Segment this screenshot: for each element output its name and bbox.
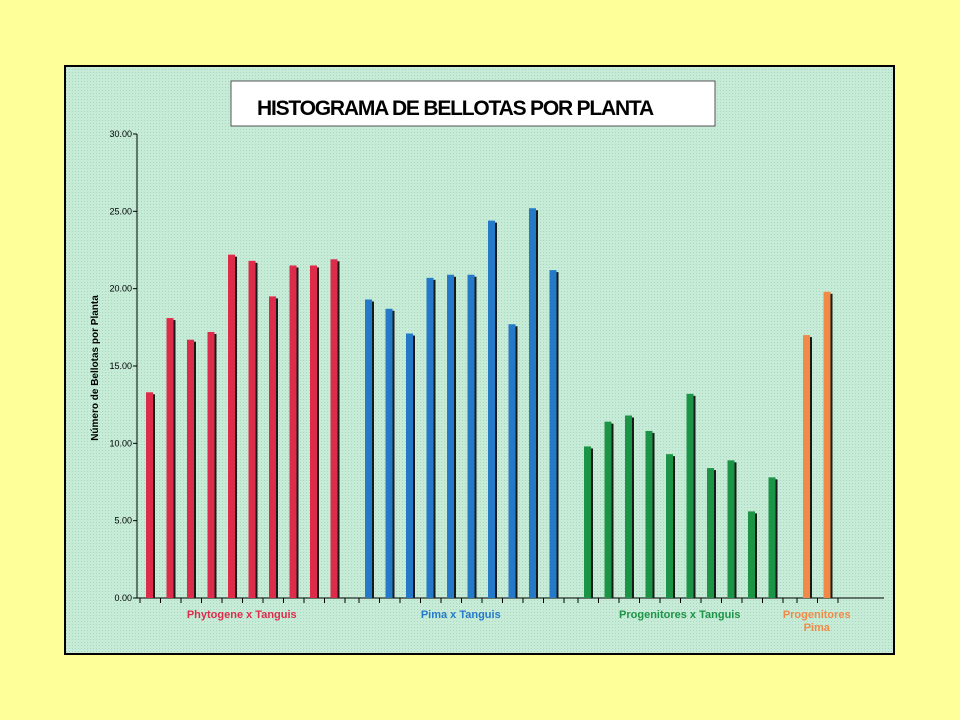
- bar: [803, 335, 810, 598]
- bar: [488, 220, 495, 598]
- bar: [330, 259, 338, 598]
- bar: [406, 333, 413, 598]
- bar: [529, 208, 536, 599]
- bar: [467, 274, 475, 598]
- bar: [365, 299, 372, 598]
- bar: [604, 421, 612, 598]
- y-tick-label: 30.00: [109, 129, 132, 139]
- y-tick-label: 15.00: [109, 361, 132, 371]
- bars: [146, 208, 833, 599]
- group-label: Pima x Tanguis: [421, 609, 501, 621]
- group-label: Pima: [804, 622, 831, 634]
- group-labels: Phytogene x Tanguis Pima x Tanguis Progeni…: [187, 609, 851, 634]
- group-label: Phytogene x Tanguis: [187, 609, 297, 621]
- bar: [310, 265, 317, 598]
- bar: [447, 274, 454, 598]
- bar: [166, 318, 174, 598]
- y-tick-label: 10.00: [109, 438, 132, 448]
- bar: [666, 454, 673, 598]
- bar: [727, 460, 735, 598]
- bar: [549, 270, 557, 598]
- bar: [207, 331, 215, 598]
- y-tick-label: 20.00: [109, 284, 132, 294]
- bar: [768, 477, 776, 598]
- bar: [146, 392, 153, 598]
- y-tick-label: 5.00: [114, 516, 132, 526]
- bar: [187, 339, 194, 598]
- chart-title: HISTOGRAMA DE BELLOTAS POR PLANTA: [257, 97, 654, 120]
- bar: [269, 296, 276, 598]
- group-label: Progenitores x Tanguis: [619, 609, 740, 621]
- bar: [686, 393, 694, 598]
- bar: [625, 415, 632, 598]
- bar: [748, 511, 755, 598]
- bar: [289, 265, 297, 598]
- bar: [707, 468, 714, 598]
- bar: [248, 260, 256, 598]
- title-box: [230, 80, 716, 127]
- y-tick-label: 0.00: [114, 593, 132, 603]
- bar: [584, 446, 591, 598]
- bar: [426, 277, 434, 598]
- bar: [385, 308, 393, 598]
- group-label: Progenitores: [783, 609, 851, 621]
- bar: [508, 324, 516, 598]
- bar: [228, 254, 235, 598]
- y-tick-label: 25.00: [109, 206, 132, 216]
- bar: [645, 430, 653, 598]
- bar: [823, 291, 831, 598]
- y-axis-label: Número de Bellotas por Planta: [90, 295, 101, 441]
